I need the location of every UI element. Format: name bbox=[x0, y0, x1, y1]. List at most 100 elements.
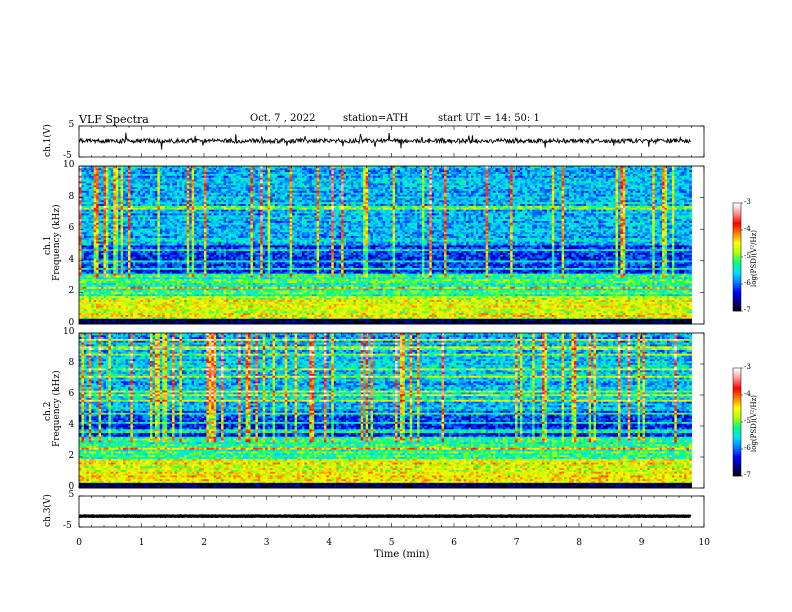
ch1-spectrogram-cell bbox=[120, 190, 124, 193]
ch1-spectrogram-cell bbox=[130, 258, 134, 261]
ch1-spectrogram-cell bbox=[132, 297, 136, 300]
ch1-spectrogram-cell bbox=[83, 290, 87, 293]
ch1-spectrogram-cell bbox=[113, 271, 117, 274]
ch1-spectrogram-cell bbox=[110, 199, 114, 203]
ch1-spectrogram-cell bbox=[118, 213, 122, 216]
ch1-spectrogram-cell bbox=[125, 184, 129, 188]
ch1-spectrogram-cell bbox=[108, 250, 112, 253]
ch1-spectrogram-cell bbox=[118, 166, 122, 169]
ch1-spectrogram-cell bbox=[123, 214, 126, 218]
ch1-spectrogram-cell bbox=[81, 318, 85, 321]
ch1-spectrogram-cell bbox=[125, 197, 129, 201]
ch1-spectrogram-cell bbox=[108, 209, 112, 212]
ch1-spectrogram-cell bbox=[83, 192, 87, 195]
ch1-spectrogram-cell bbox=[93, 201, 97, 205]
ch1-spectrogram-cell bbox=[128, 197, 131, 201]
ch1-spectrogram-cell bbox=[108, 273, 112, 276]
ch1-spectrogram-cell bbox=[91, 256, 95, 259]
ch1-spectrogram-cell bbox=[125, 216, 129, 220]
ch1-spectrogram-cell bbox=[88, 286, 92, 289]
ch1-spectrogram-cell bbox=[101, 220, 104, 223]
ch1-spectrogram-cell bbox=[123, 188, 126, 191]
ch1-spectrogram-cell bbox=[108, 201, 112, 205]
ch1-spectrogram-cell bbox=[108, 260, 112, 263]
ch1-spectrogram-cell bbox=[130, 166, 134, 169]
ch1-spectrogram-cell bbox=[83, 207, 87, 210]
ch1-spectrogram-cell bbox=[105, 218, 109, 221]
ch1-spectrogram-cell bbox=[81, 229, 85, 233]
ch1-spectrogram-cell bbox=[113, 314, 117, 317]
ch1-spectrogram-cell bbox=[113, 288, 117, 291]
ch1-spectrogram-cell bbox=[79, 181, 82, 184]
ch1-spectrogram-cell bbox=[108, 186, 112, 189]
ch1-spectrogram-cell bbox=[103, 310, 107, 314]
ch1-spectrogram-cell bbox=[79, 293, 82, 297]
ch1-spectrogram-cell bbox=[86, 239, 90, 242]
ch1-spectrogram-cell bbox=[108, 199, 112, 203]
ch1-spectrogram-cell bbox=[96, 228, 99, 231]
ch1-spectrogram-cell bbox=[118, 307, 122, 310]
ch1-spectrogram-cell bbox=[103, 290, 107, 293]
ch1-spectrogram-cell bbox=[105, 166, 109, 169]
ch1-spectrogram-cell bbox=[130, 301, 134, 304]
ch1-spectrogram-cell bbox=[98, 280, 102, 284]
ch1-spectrogram-cell bbox=[128, 214, 131, 218]
ch1-spectrogram-cell bbox=[86, 205, 90, 208]
ch1-spectrogram-cell bbox=[98, 181, 102, 184]
ch1-spectrogram-cell bbox=[91, 258, 95, 261]
ch1-spectrogram-cell bbox=[128, 201, 131, 205]
ch1-spectrogram-cell bbox=[115, 265, 119, 268]
ch1-spectrogram-cell bbox=[101, 224, 104, 227]
ch1-spectrogram-cell bbox=[105, 275, 109, 278]
ch1-spectrogram-cell bbox=[125, 303, 129, 306]
ch1-spectrogram-cell bbox=[79, 310, 82, 314]
ch1-spectrogram-cell bbox=[93, 241, 97, 244]
ch1-spectrogram-cell bbox=[125, 169, 129, 173]
ch1-spectrogram-cell bbox=[115, 177, 119, 180]
ch1-spectrogram-cell bbox=[110, 179, 114, 182]
ch1-spectrogram-cell bbox=[91, 254, 95, 257]
ch1-spectrogram-cell bbox=[83, 216, 87, 220]
ch1-spectrogram-cell bbox=[96, 243, 99, 246]
ch1-spectrogram-cell bbox=[130, 199, 134, 203]
ch1-spectrogram-cell bbox=[128, 320, 131, 323]
ch1-spectrogram-cell bbox=[79, 305, 82, 308]
ch1-spectrogram-cell bbox=[123, 177, 126, 180]
ch1-spectrogram-cell bbox=[105, 182, 109, 186]
ch1-spectrogram-cell bbox=[88, 216, 92, 220]
ch1-spectrogram-cell bbox=[86, 269, 90, 272]
ch1-spectrogram-cell bbox=[101, 256, 104, 259]
ch1-spectrogram-cell bbox=[115, 173, 119, 176]
ch1-spectrogram-cell bbox=[83, 186, 87, 189]
ch1-spectrogram-cell bbox=[108, 295, 112, 299]
ch1-spectrogram-cell bbox=[108, 211, 112, 214]
ch1-spectrogram-cell bbox=[91, 252, 95, 255]
ch1-spectrogram-cell bbox=[120, 233, 124, 236]
ch1-spectrogram-cell bbox=[98, 260, 102, 263]
ch1-spectrogram-cell bbox=[88, 213, 92, 216]
ch1-spectrogram-cell bbox=[113, 173, 117, 176]
ch1-spectrogram-cell bbox=[128, 233, 131, 236]
ch1-spectrogram-cell bbox=[103, 182, 107, 186]
ch1-spectrogram-cell bbox=[88, 314, 92, 317]
ch1-spectrogram-cell bbox=[101, 288, 104, 291]
ch1-spectrogram-cell bbox=[86, 175, 90, 178]
ch1-spectrogram-cell bbox=[103, 203, 107, 206]
ch1-spectrogram-cell bbox=[88, 290, 92, 293]
ch1-spectrogram-cell bbox=[103, 196, 107, 199]
ch1-spectrogram-cell bbox=[125, 203, 129, 206]
ch1-spectrogram-cell bbox=[118, 248, 122, 252]
ch1-spectrogram-cell bbox=[79, 267, 82, 270]
ch1-spectrogram-cell bbox=[123, 252, 126, 255]
ch1-spectrogram-cell bbox=[79, 177, 82, 180]
ch1-spectrogram-cell bbox=[83, 245, 87, 248]
ch1-spectrogram-cell bbox=[118, 292, 122, 295]
ch1-spectrogram-cell bbox=[113, 186, 117, 189]
ch1-spectrogram-cell bbox=[105, 203, 109, 206]
ch1-spectrogram-cell bbox=[93, 205, 97, 208]
ch1-spectrogram-cell bbox=[103, 171, 107, 174]
ch1-spectrogram-cell bbox=[98, 169, 102, 173]
ch1-spectrogram-cell bbox=[115, 167, 119, 171]
ch1-spectrogram-cell bbox=[110, 177, 114, 180]
ch1-spectrogram-cell bbox=[81, 301, 85, 304]
